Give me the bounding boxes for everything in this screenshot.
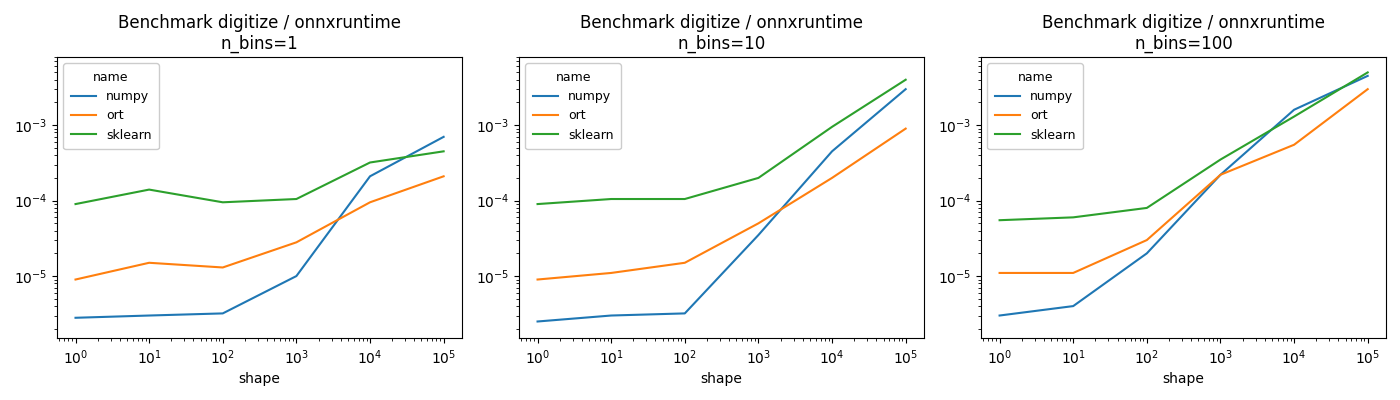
ort <box>1285 142 1302 147</box>
sklearn <box>1065 215 1082 220</box>
ort <box>67 277 84 282</box>
sklearn <box>141 187 158 192</box>
numpy <box>214 311 231 316</box>
Line: numpy: numpy <box>1000 76 1368 316</box>
sklearn <box>435 149 452 154</box>
ort <box>991 270 1008 275</box>
Title: Benchmark digitize / onnxruntime
n_bins=1: Benchmark digitize / onnxruntime n_bins=… <box>118 14 400 53</box>
ort <box>1359 87 1376 92</box>
numpy <box>676 311 693 316</box>
sklearn <box>991 218 1008 223</box>
sklearn <box>1212 157 1229 162</box>
sklearn <box>214 200 231 205</box>
ort <box>214 265 231 270</box>
numpy <box>288 274 305 278</box>
numpy <box>1065 304 1082 308</box>
sklearn <box>897 77 914 82</box>
ort <box>603 270 620 275</box>
sklearn <box>1138 206 1155 210</box>
sklearn <box>603 197 620 202</box>
numpy <box>529 319 546 324</box>
numpy <box>897 87 914 92</box>
ort <box>435 174 452 179</box>
Line: numpy: numpy <box>538 89 906 322</box>
numpy <box>823 149 840 154</box>
ort <box>141 260 158 265</box>
ort <box>1065 270 1082 275</box>
Line: sklearn: sklearn <box>538 80 906 204</box>
Line: sklearn: sklearn <box>76 151 444 204</box>
numpy <box>750 233 767 238</box>
numpy <box>361 174 378 179</box>
ort <box>1212 172 1229 177</box>
numpy <box>141 313 158 318</box>
sklearn <box>1359 70 1376 75</box>
sklearn <box>67 202 84 206</box>
numpy <box>435 134 452 139</box>
ort <box>529 277 546 282</box>
ort <box>1138 238 1155 242</box>
sklearn <box>750 176 767 180</box>
X-axis label: shape: shape <box>1163 372 1204 386</box>
Legend: numpy, ort, sklearn: numpy, ort, sklearn <box>987 63 1084 149</box>
Line: ort: ort <box>76 176 444 280</box>
numpy <box>603 313 620 318</box>
numpy <box>67 315 84 320</box>
numpy <box>991 313 1008 318</box>
Line: numpy: numpy <box>76 137 444 318</box>
numpy <box>1212 172 1229 177</box>
ort <box>897 126 914 131</box>
Line: sklearn: sklearn <box>1000 72 1368 220</box>
numpy <box>1285 107 1302 112</box>
sklearn <box>288 197 305 202</box>
ort <box>750 221 767 226</box>
numpy <box>1359 74 1376 78</box>
Line: ort: ort <box>538 129 906 280</box>
X-axis label: shape: shape <box>238 372 280 386</box>
ort <box>288 240 305 245</box>
Legend: numpy, ort, sklearn: numpy, ort, sklearn <box>63 63 158 149</box>
sklearn <box>529 202 546 206</box>
ort <box>676 260 693 265</box>
sklearn <box>361 160 378 165</box>
sklearn <box>823 124 840 129</box>
Title: Benchmark digitize / onnxruntime
n_bins=100: Benchmark digitize / onnxruntime n_bins=… <box>1042 14 1326 53</box>
X-axis label: shape: shape <box>700 372 742 386</box>
Legend: numpy, ort, sklearn: numpy, ort, sklearn <box>525 63 620 149</box>
sklearn <box>1285 114 1302 119</box>
Line: ort: ort <box>1000 89 1368 273</box>
numpy <box>1138 251 1155 256</box>
sklearn <box>676 197 693 202</box>
Title: Benchmark digitize / onnxruntime
n_bins=10: Benchmark digitize / onnxruntime n_bins=… <box>580 14 864 53</box>
ort <box>361 200 378 205</box>
ort <box>823 176 840 180</box>
